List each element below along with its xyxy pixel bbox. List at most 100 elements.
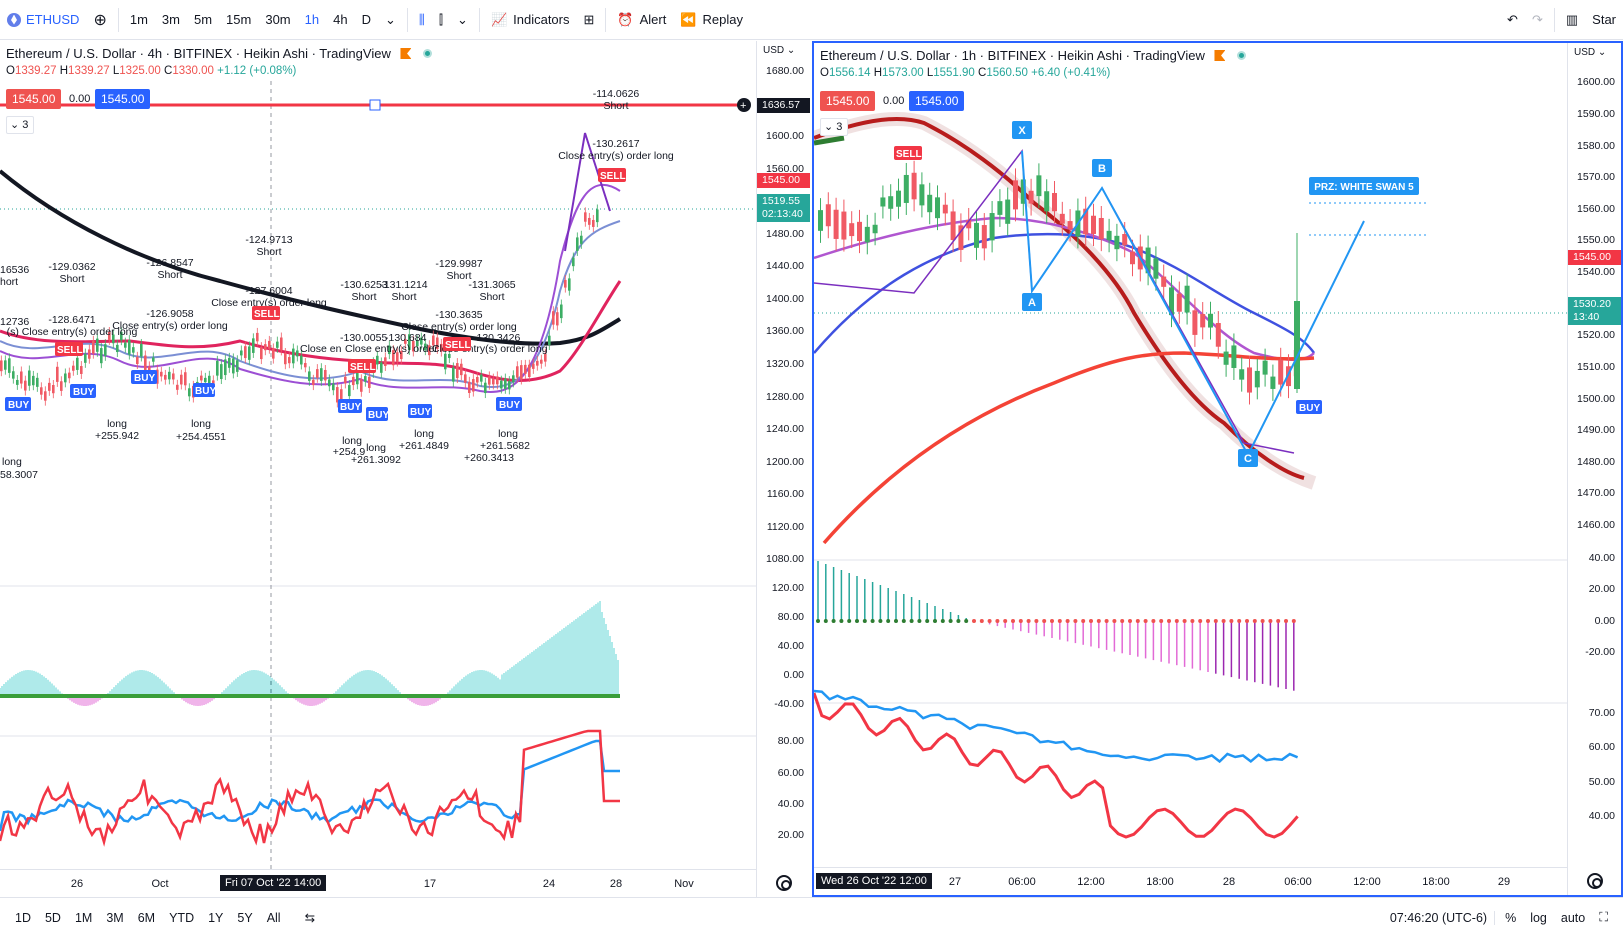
buy-price-button[interactable]: 1545.00 (95, 89, 151, 109)
annotation-value: -130.684 (385, 332, 427, 344)
oscillator-dot (972, 619, 976, 623)
clock-time[interactable]: 07:46:20 (UTC-6) (1389, 910, 1488, 925)
indicator-count: 3 (22, 119, 29, 131)
range-1y[interactable]: 1Y (208, 910, 224, 925)
log-toggle[interactable]: log (1530, 910, 1547, 925)
compare-add-icon[interactable]: ⊕ (93, 11, 107, 29)
buy-tag: BUY (340, 402, 361, 413)
low-value: 1551.90 (933, 67, 975, 79)
oscillator-dot (1291, 619, 1296, 623)
time-tick: 28 (609, 878, 623, 890)
spread-value: 0.00 (883, 95, 905, 107)
interval-5m[interactable]: 5m (193, 12, 213, 27)
annotation-value: -129.9987 (435, 258, 482, 270)
oscillator-dot (1268, 619, 1273, 623)
alert-button[interactable]: ⏰ Alert (610, 0, 673, 40)
high-value: 1339.27 (68, 65, 110, 77)
right-chart-canvas[interactable]: X A B C PRZ: WHITE SWAN 5 SELL BUY (814, 43, 1621, 895)
annotation-label: Close en (300, 343, 342, 355)
replay-button[interactable]: ⏪ Replay (673, 0, 750, 40)
buy-tag: BUY (134, 373, 155, 384)
buy-tag: BUY (410, 407, 431, 418)
market-status-icon (423, 49, 433, 58)
oscillator-dot (1190, 619, 1195, 623)
price-tick: 1460.00 (1577, 519, 1615, 531)
indicators-collapse-button[interactable]: ⌄ 3 (820, 118, 848, 136)
chevron-down-icon[interactable]: ⌄ (384, 11, 396, 27)
sell-price-button[interactable]: 1545.00 (6, 89, 62, 109)
interval-1h[interactable]: 1h (304, 12, 320, 27)
interval-3m[interactable]: 3m (161, 12, 180, 27)
price-axis[interactable]: USD ⌄ 1680.00 1600.00 1560.00 1480.00 14… (756, 41, 810, 897)
oscillator-dot (909, 619, 914, 623)
currency-label[interactable]: USD ⌄ (1574, 47, 1607, 58)
percent-toggle[interactable]: % (1494, 910, 1523, 925)
purple-moving-average (814, 216, 1315, 361)
add-alert-icon[interactable] (737, 98, 751, 112)
heikin-ashi-candles (818, 160, 1300, 405)
oscillator-dot (940, 619, 945, 623)
interval-30m[interactable]: 30m (265, 12, 291, 27)
countdown-label: 13:40 (1568, 310, 1621, 325)
price-axis[interactable]: USD ⌄ 1600.00 1590.00 1580.00 1570.00 15… (1567, 43, 1621, 895)
range-all[interactable]: All (266, 910, 281, 925)
range-5y[interactable]: 5Y (237, 910, 253, 925)
time-tick: 28 (1222, 876, 1236, 888)
undo-icon[interactable]: ↶ (1507, 11, 1518, 27)
bar-style-icon[interactable]: ⫼ (418, 11, 425, 27)
settings-gear-icon[interactable] (776, 875, 792, 891)
chart-pane-right[interactable]: X A B C PRZ: WHITE SWAN 5 SELL BUY Ether… (812, 41, 1623, 897)
indicators-button[interactable]: 📈 Indicators (484, 0, 577, 40)
layout-name[interactable]: Star (1592, 12, 1616, 27)
interval-15m[interactable]: 15m (226, 12, 252, 27)
symbol-search[interactable]: ETHUSD (0, 0, 86, 40)
oscillator-histogram (0, 601, 619, 706)
interval-4h[interactable]: 4h (333, 12, 348, 27)
oscillator-dot (948, 619, 953, 623)
purple-moving-average (0, 184, 621, 393)
chart-pane-left[interactable]: + -114.0626 Short -130.2617 Close entry(… (0, 41, 810, 897)
range-5d[interactable]: 5D (44, 910, 61, 925)
left-chart-canvas[interactable]: + -114.0626 Short -130.2617 Close entry(… (0, 41, 810, 897)
range-1d[interactable]: 1D (15, 910, 31, 925)
indicators-collapse-button[interactable]: ⌄ 3 (6, 116, 34, 134)
range-1m[interactable]: 1M (74, 910, 93, 925)
line-handle[interactable] (369, 99, 381, 111)
range-ytd[interactable]: YTD (169, 910, 195, 925)
interval-1m[interactable]: 1m (129, 12, 148, 27)
range-3m[interactable]: 3M (106, 910, 124, 925)
time-axis[interactable]: 26 Oct 17 24 28 Nov Fri 07 Oct '22 14:00 (0, 869, 756, 897)
settings-gear-icon[interactable] (1587, 873, 1603, 889)
layout-grid-icon[interactable]: ⊞ (583, 11, 595, 27)
oscillator-dot (925, 619, 930, 623)
go-to-date-icon[interactable]: ⇆ (304, 911, 316, 925)
oscillator-dot (1089, 619, 1093, 623)
oscillator-dot (1260, 619, 1265, 623)
candle (935, 197, 940, 219)
buy-tag: BUY (195, 386, 216, 397)
chart-legend[interactable]: Ethereum / U.S. Dollar · 1h · BITFINEX ·… (820, 48, 1247, 63)
buy-price-button[interactable]: 1545.00 (909, 91, 965, 111)
time-axis[interactable]: 27 06:00 12:00 18:00 28 06:00 12:00 18:0… (814, 867, 1567, 895)
candle (1130, 251, 1135, 265)
sell-price-button[interactable]: 1545.00 (820, 91, 876, 111)
chart-title: Ethereum / U.S. Dollar · 1h · BITFINEX ·… (820, 48, 1205, 63)
indicator-count: 3 (836, 121, 843, 133)
candle (849, 223, 855, 237)
select-layout-icon[interactable]: ▥ (1565, 11, 1579, 27)
time-tick: 27 (948, 876, 962, 888)
redo-icon[interactable]: ↷ (1531, 11, 1543, 27)
alarm-clock-icon: ⏰ (617, 11, 634, 27)
fullscreen-icon[interactable]: ⛶ (1599, 910, 1608, 924)
auto-toggle[interactable]: auto (1560, 910, 1586, 925)
candle-style-icon[interactable]: ⫿ (438, 11, 444, 27)
interval-d[interactable]: D (361, 12, 371, 27)
oscillator-dot (1276, 619, 1281, 623)
alert-label: Alert (639, 12, 667, 27)
annotation-value: -126.8547 (146, 257, 193, 269)
chevron-down-icon[interactable]: ⌄ (457, 11, 468, 27)
candle (950, 211, 956, 241)
chart-legend[interactable]: Ethereum / U.S. Dollar · 4h · BITFINEX ·… (6, 46, 433, 61)
range-6m[interactable]: 6M (137, 910, 156, 925)
currency-label[interactable]: USD ⌄ (763, 45, 796, 56)
